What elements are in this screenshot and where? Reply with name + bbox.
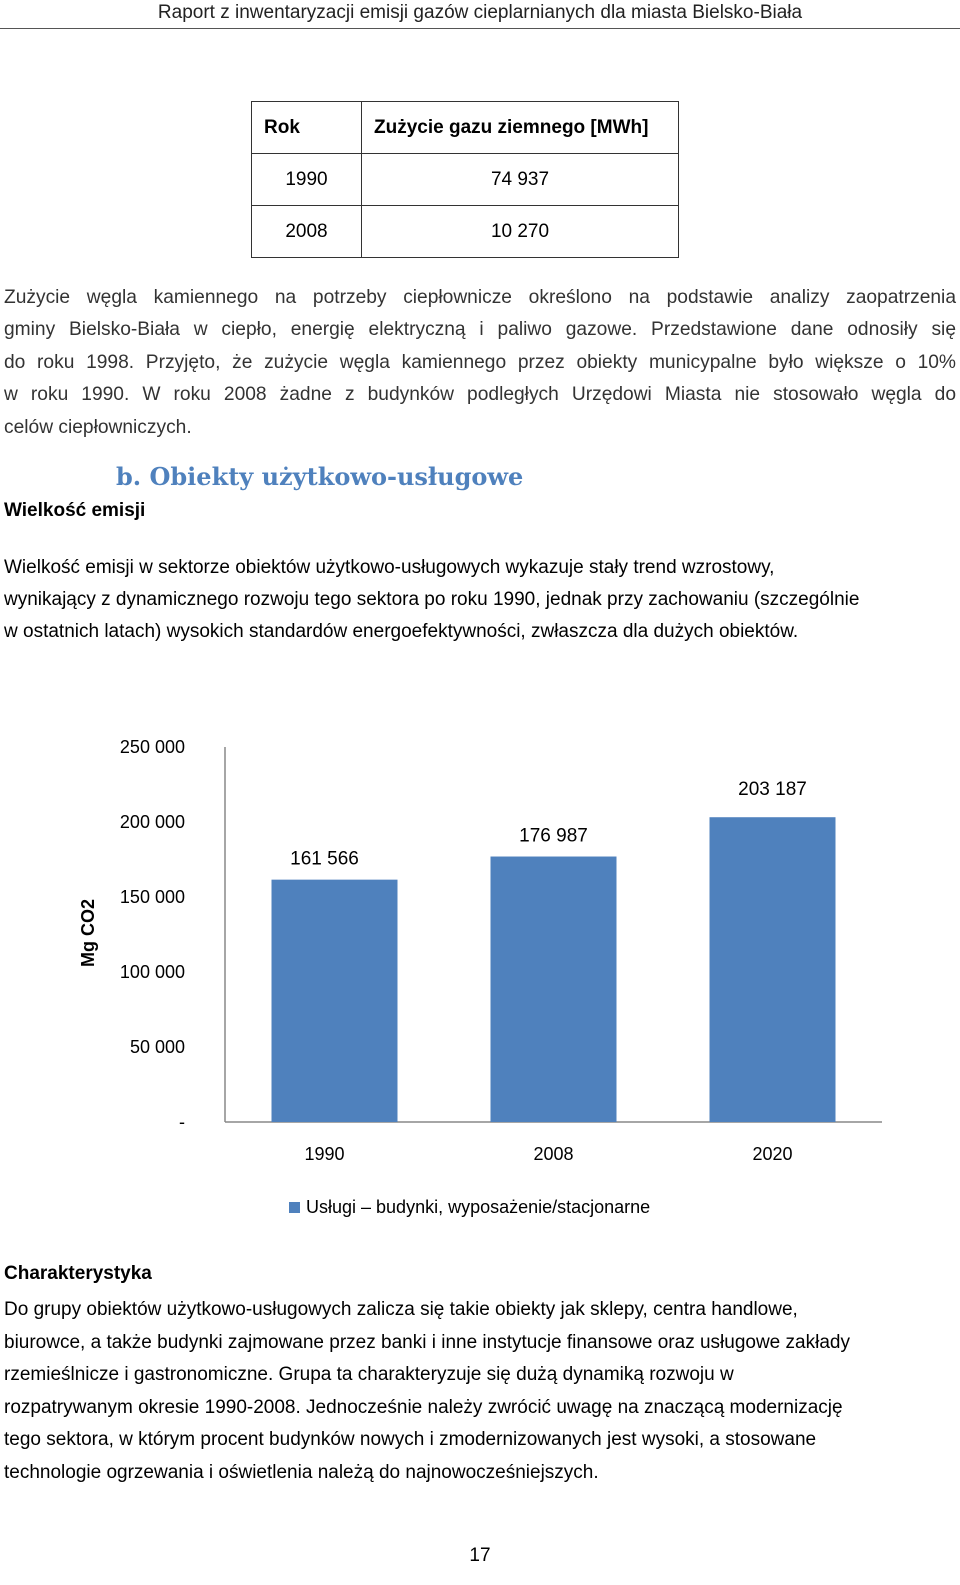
paragraph-line: celów ciepłowniczych. (4, 416, 192, 438)
data-label: 176 987 (519, 826, 588, 847)
paragraph-line: gminy Bielsko-Biała w ciepło, energię el… (4, 319, 956, 341)
table-row: 2008 10 270 (251, 205, 679, 258)
legend-label: Usługi – budynki, wyposażenie/stacjonarn… (306, 1197, 650, 1217)
y-tick-label: - (179, 1112, 185, 1132)
page-header: Raport z inwentaryzacji emisji gazów cie… (0, 0, 960, 29)
data-label: 161 566 (290, 849, 359, 870)
table-header-gas: Zużycie gazu ziemnego [MWh] (361, 101, 679, 154)
section-title: b. Obiekty użytkowo-usługowe (116, 462, 524, 491)
characteristics-title: Charakterystyka (4, 1263, 152, 1284)
paragraph-line: technologie ogrzewania i oświetlenia nal… (4, 1461, 599, 1483)
x-tick-label: 1990 (304, 1144, 344, 1164)
data-label: 203 187 (738, 779, 807, 800)
y-tick-label: 100 000 (120, 962, 185, 982)
table-cell-value: 74 937 (361, 153, 679, 206)
paragraph-line: Wielkość emisji w sektorze obiektów użyt… (4, 557, 775, 578)
y-tick-label: 250 000 (120, 737, 185, 757)
chart-bar (490, 856, 617, 1122)
paragraph-line: w ostatnich latach) wysokich standardów … (4, 621, 799, 642)
paragraph-line: wynikający z dynamicznego rozwoju tego s… (4, 589, 860, 610)
legend-swatch (289, 1202, 300, 1213)
y-tick-label: 150 000 (120, 887, 185, 907)
section-subheading: Wielkość emisji (4, 500, 146, 521)
x-tick-label: 2020 (752, 1144, 792, 1164)
table-cell-year: 1990 (251, 153, 362, 206)
paragraph-line: w roku 1990. W roku 2008 żadne z budynkó… (4, 384, 956, 406)
table-header-row: Rok Zużycie gazu ziemnego [MWh] (251, 101, 679, 154)
table-cell-year: 2008 (251, 205, 362, 258)
paragraph-line: Do grupy obiektów użytkowo-usługowych za… (4, 1299, 798, 1320)
table-row: 1990 74 937 (251, 153, 679, 206)
intro-paragraph: Wielkość emisji w sektorze obiektów użyt… (4, 552, 956, 648)
emissions-bar-chart: - 50 000 100 000 150 000 200 000 250 000 Mg CO… (78, 737, 882, 1217)
y-axis-title: Mg CO2 (78, 899, 98, 967)
table-cell-value: 10 270 (361, 205, 679, 258)
coal-paragraph: Zużycie węgla kamiennego na potrzeby cie… (4, 282, 956, 444)
paragraph-line: rzemieślnicze i gastronomiczne. Grupa ta… (4, 1364, 734, 1386)
characteristics-paragraph: Do grupy obiektów użytkowo-usługowych za… (4, 1294, 956, 1490)
x-tick-label: 2008 (533, 1144, 573, 1164)
y-tick-label: 50 000 (130, 1037, 185, 1057)
paragraph-line: biurowce, a także budynki zajmowane prze… (4, 1331, 850, 1353)
paragraph-line: rozpatrywanym okresie 1990-2008. Jednocz… (4, 1396, 843, 1418)
chart-bar (709, 817, 836, 1122)
paragraph-line: do roku 1998. Przyjęto, że zużycie węgla… (4, 351, 956, 373)
page-number: 17 (469, 1545, 491, 1566)
paragraph-line: Zużycie węgla kamiennego na potrzeby cie… (4, 287, 956, 308)
paragraph-line: tego sektora, w którym procent budynków … (4, 1429, 817, 1451)
table-header-year: Rok (251, 101, 362, 154)
y-tick-label: 200 000 (120, 812, 185, 832)
chart-bar (271, 879, 398, 1122)
gas-consumption-table: Rok Zużycie gazu ziemnego [MWh] 1990 74 … (251, 101, 679, 258)
